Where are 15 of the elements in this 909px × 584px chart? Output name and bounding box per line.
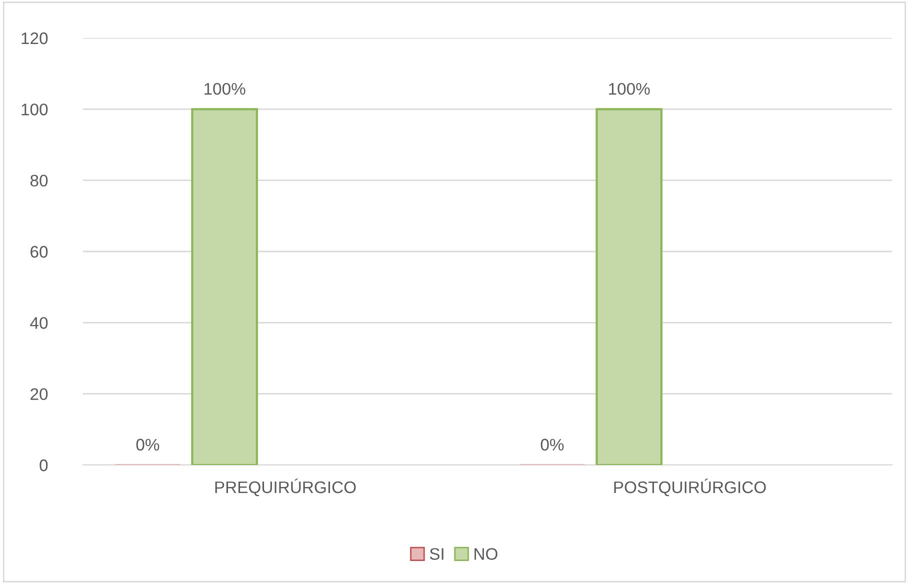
y-tick-label: 120 bbox=[22, 32, 48, 44]
legend-label: SI bbox=[430, 548, 444, 560]
data-label: 0% bbox=[540, 438, 564, 451]
y-tick-label: 80 bbox=[30, 174, 48, 187]
y-tick-label: 100 bbox=[22, 104, 48, 116]
data-label: 0% bbox=[136, 438, 160, 451]
data-label: 100% bbox=[204, 82, 246, 95]
y-tick-label: 20 bbox=[30, 388, 48, 400]
y-tick-label: 60 bbox=[30, 246, 48, 258]
legend-label: NO bbox=[474, 548, 498, 560]
y-tick-label: 0 bbox=[40, 459, 48, 472]
data-label: 100% bbox=[609, 82, 650, 95]
x-tick-label: POSTQUIRÚRGICO bbox=[614, 478, 766, 496]
y-tick-label: 40 bbox=[30, 317, 48, 329]
x-tick-label: PREQUIRÚRGICO bbox=[215, 478, 356, 496]
